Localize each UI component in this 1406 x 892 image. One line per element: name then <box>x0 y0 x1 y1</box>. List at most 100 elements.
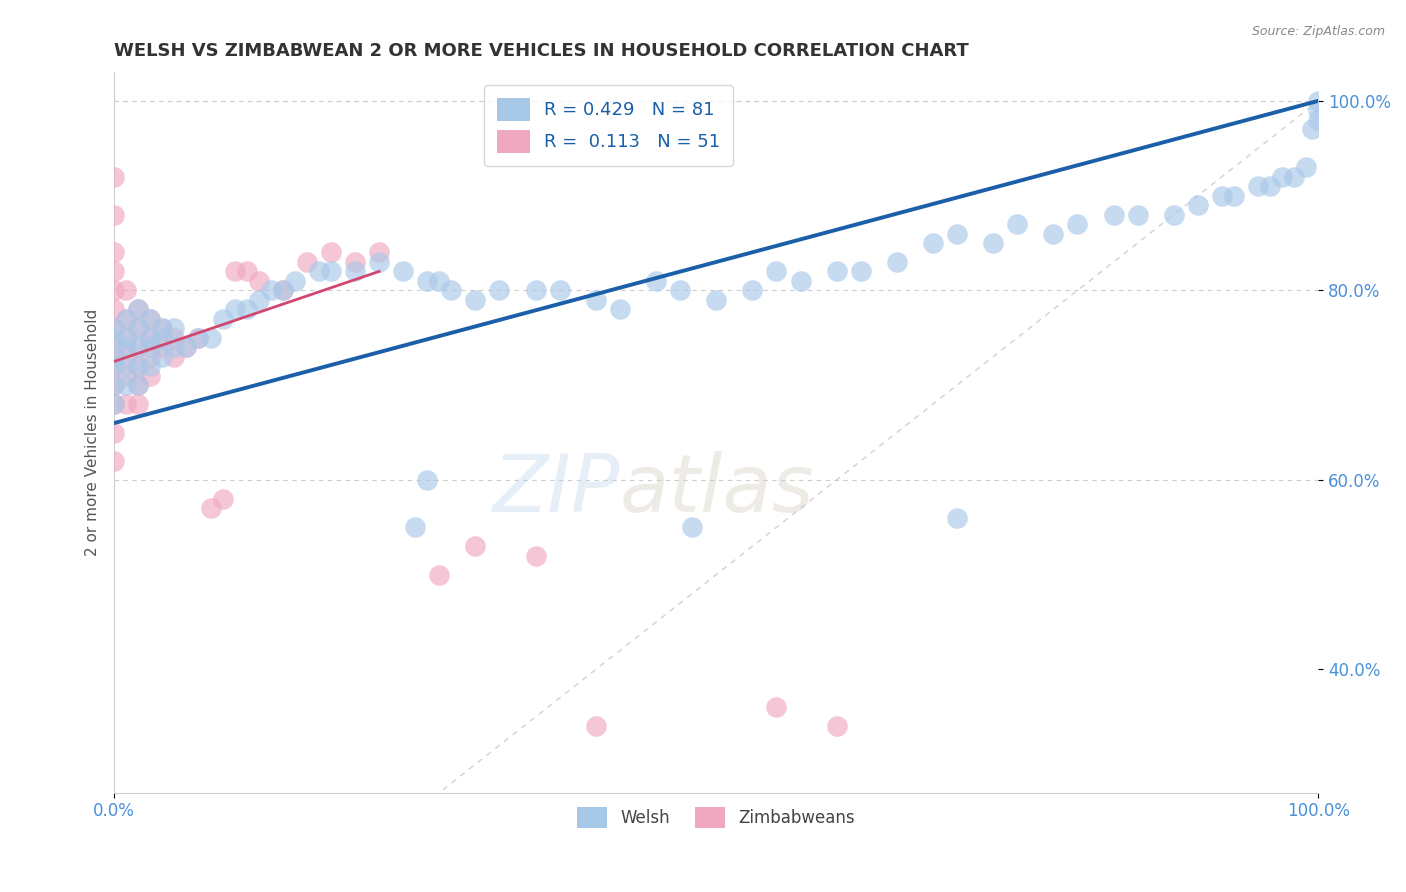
Point <box>284 274 307 288</box>
Y-axis label: 2 or more Vehicles in Household: 2 or more Vehicles in Household <box>86 309 100 557</box>
Point <box>103 284 125 298</box>
Point <box>585 719 607 733</box>
Point <box>1258 179 1281 194</box>
Point <box>247 293 270 307</box>
Point <box>127 378 149 392</box>
Point <box>1163 208 1185 222</box>
Point <box>103 397 125 411</box>
Point <box>464 293 486 307</box>
Point <box>127 302 149 317</box>
Point <box>115 397 138 411</box>
Point <box>139 311 162 326</box>
Point <box>150 340 173 354</box>
Point <box>127 397 149 411</box>
Point <box>200 501 222 516</box>
Point <box>103 245 125 260</box>
Point <box>163 340 186 354</box>
Point <box>103 331 125 345</box>
Point <box>150 331 173 345</box>
Point <box>392 264 415 278</box>
Point <box>127 359 149 374</box>
Point <box>163 350 186 364</box>
Point <box>115 331 138 345</box>
Point <box>427 567 450 582</box>
Point <box>139 340 162 354</box>
Point <box>176 340 198 354</box>
Point <box>1223 188 1246 202</box>
Point <box>343 264 366 278</box>
Point <box>176 340 198 354</box>
Point <box>308 264 330 278</box>
Point <box>163 331 186 345</box>
Point <box>139 331 162 345</box>
Point <box>115 311 138 326</box>
Point <box>127 340 149 354</box>
Point <box>271 284 294 298</box>
Point <box>163 321 186 335</box>
Point <box>765 700 787 714</box>
Point <box>127 359 149 374</box>
Point <box>1126 208 1149 222</box>
Point <box>103 321 125 335</box>
Point <box>139 350 162 364</box>
Point <box>404 520 426 534</box>
Point <box>103 397 125 411</box>
Point <box>319 245 342 260</box>
Point <box>946 511 969 525</box>
Point <box>187 331 209 345</box>
Point <box>524 284 547 298</box>
Point <box>1187 198 1209 212</box>
Point <box>224 264 246 278</box>
Point <box>886 255 908 269</box>
Point <box>139 368 162 383</box>
Point <box>416 473 439 487</box>
Point <box>103 169 125 184</box>
Point <box>103 359 125 374</box>
Point <box>103 302 125 317</box>
Point <box>548 284 571 298</box>
Point <box>825 719 848 733</box>
Point <box>524 549 547 563</box>
Point <box>319 264 342 278</box>
Point <box>1308 112 1330 127</box>
Point <box>200 331 222 345</box>
Point <box>150 321 173 335</box>
Point <box>187 331 209 345</box>
Point <box>103 340 125 354</box>
Point <box>849 264 872 278</box>
Point <box>295 255 318 269</box>
Point <box>645 274 668 288</box>
Point <box>464 539 486 553</box>
Point <box>1007 217 1029 231</box>
Point <box>103 350 125 364</box>
Point <box>260 284 283 298</box>
Point <box>440 284 463 298</box>
Point <box>115 368 138 383</box>
Legend: Welsh, Zimbabweans: Welsh, Zimbabweans <box>571 800 862 835</box>
Point <box>922 235 945 250</box>
Point <box>946 227 969 241</box>
Text: WELSH VS ZIMBABWEAN 2 OR MORE VEHICLES IN HOUSEHOLD CORRELATION CHART: WELSH VS ZIMBABWEAN 2 OR MORE VEHICLES I… <box>114 42 969 60</box>
Point <box>1211 188 1233 202</box>
Point <box>271 284 294 298</box>
Point <box>741 284 763 298</box>
Point <box>1308 94 1330 108</box>
Point <box>103 264 125 278</box>
Point <box>488 284 510 298</box>
Point <box>150 321 173 335</box>
Text: Source: ZipAtlas.com: Source: ZipAtlas.com <box>1251 25 1385 38</box>
Point <box>1042 227 1064 241</box>
Point <box>609 302 631 317</box>
Point <box>115 311 138 326</box>
Point <box>765 264 787 278</box>
Point <box>1271 169 1294 184</box>
Point <box>704 293 727 307</box>
Point <box>211 311 233 326</box>
Point <box>247 274 270 288</box>
Point <box>789 274 811 288</box>
Point <box>115 359 138 374</box>
Point <box>139 311 162 326</box>
Point <box>103 359 125 374</box>
Point <box>585 293 607 307</box>
Point <box>139 359 162 374</box>
